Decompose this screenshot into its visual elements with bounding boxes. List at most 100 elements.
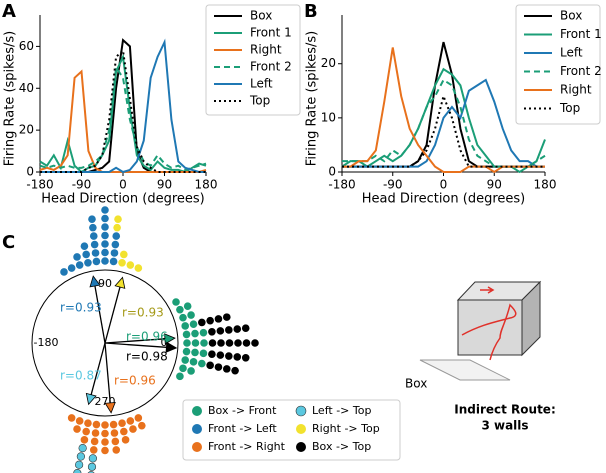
dot-stack [73,253,84,269]
dot [208,350,216,359]
x-tick-label: 180 [534,178,557,192]
dot [187,311,195,319]
line [342,78,545,168]
floor [419,359,511,381]
x-tick-label: 0 [119,178,127,192]
dot-stack [179,311,195,322]
dot [101,248,109,257]
dot [101,446,109,455]
dot-stack [67,414,76,422]
dot [191,329,199,338]
dot [113,223,121,232]
dot [234,339,242,347]
line [342,41,545,168]
dot [109,420,118,429]
dot [75,417,84,425]
dot-stack [134,414,146,430]
dot-stack [181,356,206,368]
y-tick-label: 20 [321,56,336,70]
dot [181,356,190,364]
legend-box [182,399,401,461]
dot [189,320,198,328]
dot-stack [89,420,101,454]
x-axis-label: Head Direction (degrees) [41,192,204,207]
legend-label: Box -> Top [312,440,371,453]
dot [217,339,225,347]
x-tick-label: -90 [383,178,403,192]
arrow-head [165,341,178,353]
dot-stack [208,350,250,362]
arrow-head [164,333,176,345]
legend-label: Front 2 [250,60,292,74]
dot [138,421,146,430]
legend-label: Top [559,101,580,115]
legend-marker [296,442,306,452]
dot-stack [198,313,231,327]
x-tick-label: -90 [72,178,92,192]
line [342,92,545,168]
arrow [89,275,106,344]
arrow-head [89,275,101,288]
dot [91,429,100,437]
dot [181,322,190,330]
dot [189,358,198,366]
r-label: r=0.93 [122,306,164,320]
x-tick-label: 90 [487,178,502,192]
route-path [461,303,517,361]
dot [101,223,109,231]
dot [101,438,109,446]
legend-label: Box [560,9,582,23]
arrow-head [85,392,97,406]
dot [214,315,223,323]
dot [111,437,120,446]
dot [88,454,97,463]
line [39,64,207,171]
dot [134,264,143,272]
dot [112,232,121,240]
r-label: r=0.96 [114,374,156,388]
dot [208,327,216,336]
dot [121,436,130,444]
dot [75,261,84,269]
arrow [104,276,126,344]
dot-stack [73,417,84,433]
x-tick-label: 90 [157,178,172,192]
dot [120,427,128,436]
dot [225,352,233,360]
dot-stack [176,372,184,381]
dot [88,215,96,223]
dot-stack [208,324,250,336]
legend-label: Right [250,43,282,57]
dot [172,298,180,306]
theta-tick-label: -180 [34,336,59,349]
dot [84,419,92,428]
dot [82,427,90,436]
y-tick-label: 10 [321,110,336,124]
dot [179,313,187,322]
caption: Indirect Route: [454,403,556,417]
dot [118,419,126,428]
dot-stack [118,250,128,267]
diagram-label: Box [405,377,427,391]
dot [233,325,242,333]
dot [101,231,109,240]
dot-stack [126,417,137,433]
dot [91,249,100,257]
dot [216,327,225,335]
dot [101,421,109,429]
dot-stack [109,420,121,454]
dot-stack [176,302,192,314]
line [40,38,206,174]
dot [198,359,206,368]
route-arrow [480,286,495,294]
dot [233,353,242,361]
dot [199,349,208,358]
dot [179,364,187,373]
dot-stack [183,339,208,347]
legend-marker [192,442,202,452]
dot [110,429,119,437]
legend-marker [192,424,202,434]
dot [109,257,118,266]
dot [242,339,251,347]
